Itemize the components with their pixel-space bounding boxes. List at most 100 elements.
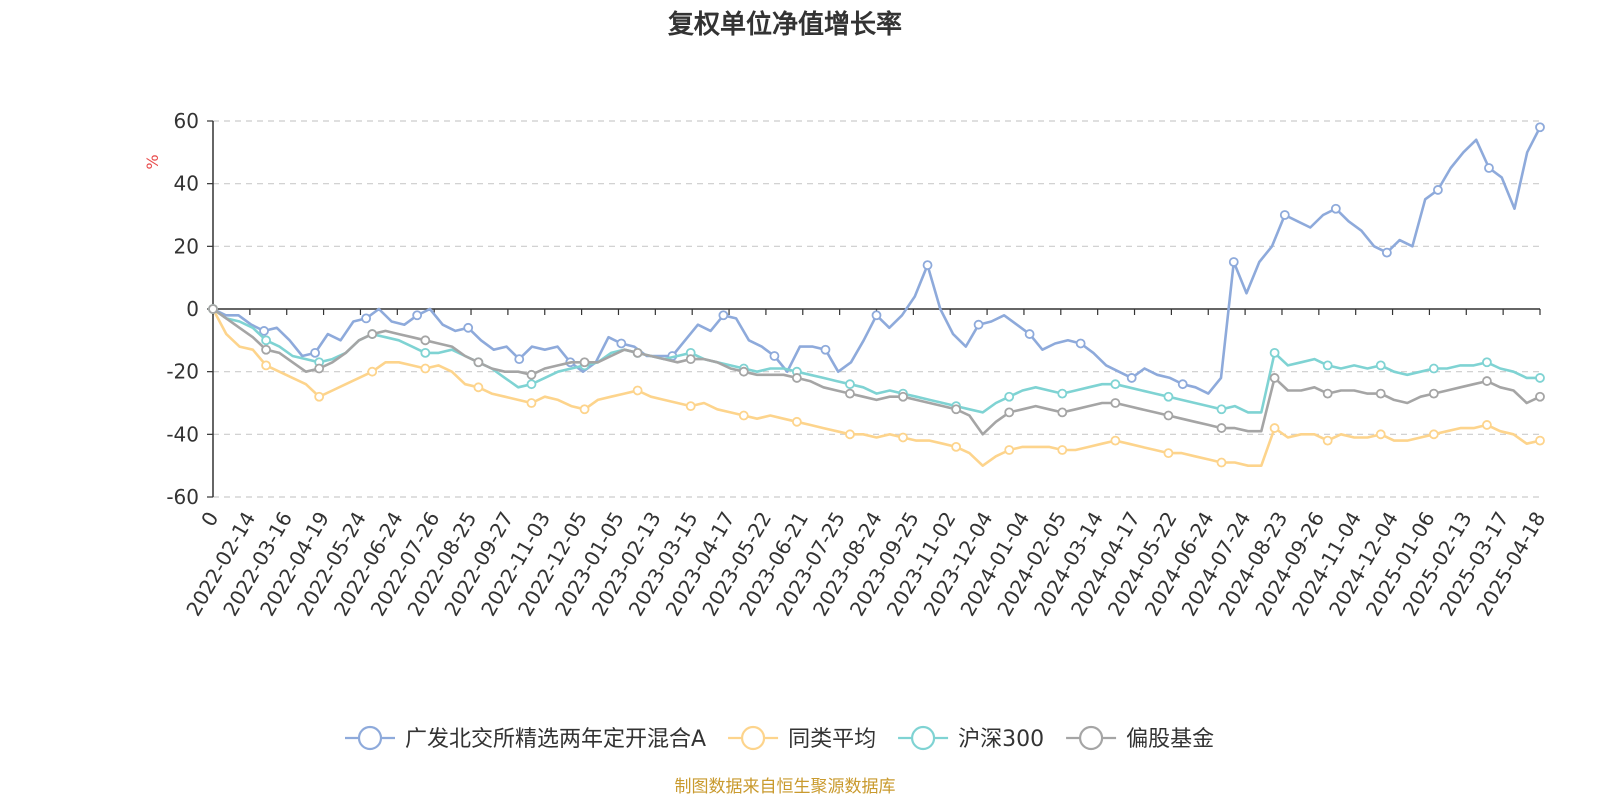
legend-marker bbox=[910, 725, 936, 751]
data-point bbox=[1375, 429, 1386, 440]
data-point bbox=[1004, 391, 1015, 402]
data-point bbox=[261, 360, 271, 371]
data-point bbox=[1279, 210, 1290, 220]
data-point bbox=[1269, 423, 1280, 433]
data-point bbox=[367, 366, 378, 377]
data-point bbox=[1428, 429, 1439, 440]
data-point bbox=[1110, 435, 1121, 446]
data-point bbox=[526, 379, 537, 390]
x-tick-label: 0 bbox=[196, 508, 223, 531]
data-point bbox=[1004, 407, 1015, 418]
y-tick-label: 40 bbox=[174, 172, 199, 196]
data-point bbox=[1482, 420, 1492, 430]
data-point bbox=[1330, 203, 1341, 214]
data-point bbox=[791, 416, 802, 427]
data-point bbox=[738, 366, 749, 377]
data-point bbox=[1163, 391, 1174, 402]
data-point bbox=[1228, 257, 1239, 267]
data-point bbox=[1484, 163, 1494, 173]
y-tick-label: 0 bbox=[186, 297, 199, 321]
data-point bbox=[1482, 376, 1492, 386]
data-point bbox=[718, 310, 729, 321]
data-point bbox=[1433, 185, 1443, 195]
data-point bbox=[1535, 435, 1545, 446]
legend-marker bbox=[740, 725, 766, 751]
series-lines bbox=[208, 122, 1545, 468]
data-point bbox=[632, 347, 643, 358]
y-axis-unit: % bbox=[143, 154, 162, 169]
legend-item-0[interactable]: 广发北交所精选两年定开混合A bbox=[345, 725, 706, 752]
data-point bbox=[1110, 379, 1121, 390]
legend-item-1[interactable]: 同类平均 bbox=[728, 725, 876, 752]
series-line-3 bbox=[212, 307, 1541, 436]
data-point bbox=[1177, 379, 1188, 390]
data-point bbox=[898, 391, 908, 402]
data-point bbox=[1269, 373, 1280, 383]
legend: 广发北交所精选两年定开混合A 同类平均 沪深300 偏股基金 bbox=[345, 725, 1214, 752]
legend-label: 广发北交所精选两年定开混合A bbox=[405, 727, 706, 752]
data-point bbox=[1269, 347, 1280, 358]
chart-title: 复权单位净值增长率 bbox=[668, 9, 902, 40]
data-point bbox=[1075, 338, 1086, 349]
data-point bbox=[1057, 407, 1068, 418]
data-point bbox=[514, 354, 525, 365]
data-point bbox=[616, 338, 627, 349]
data-point bbox=[420, 363, 431, 374]
legend-item-2[interactable]: 沪深300 bbox=[898, 725, 1044, 752]
data-point bbox=[1216, 457, 1227, 468]
data-point bbox=[1381, 247, 1392, 258]
data-point bbox=[951, 441, 962, 452]
legend-marker bbox=[1078, 725, 1104, 751]
data-point bbox=[310, 347, 320, 358]
legend-label: 偏股基金 bbox=[1126, 727, 1214, 752]
data-point bbox=[463, 322, 474, 333]
data-point bbox=[259, 326, 269, 336]
data-point bbox=[526, 398, 537, 408]
series-line-0 bbox=[212, 126, 1542, 395]
axes: -60-40-20020406002022-02-142022-03-16202… bbox=[166, 109, 1550, 620]
data-point bbox=[1216, 404, 1227, 415]
data-point bbox=[898, 432, 908, 443]
data-point bbox=[208, 304, 218, 314]
data-point bbox=[922, 260, 933, 271]
data-point bbox=[1110, 398, 1121, 408]
data-point bbox=[261, 335, 271, 346]
data-point bbox=[1535, 391, 1545, 402]
series-line-2 bbox=[212, 307, 1540, 414]
y-tick-label: -60 bbox=[166, 485, 199, 509]
data-point bbox=[314, 363, 325, 374]
data-point bbox=[473, 357, 484, 368]
y-tick-label: -20 bbox=[166, 360, 199, 384]
legend-item-3[interactable]: 偏股基金 bbox=[1066, 725, 1214, 752]
legend-label: 沪深300 bbox=[958, 727, 1044, 752]
data-point bbox=[820, 344, 831, 355]
data-point bbox=[579, 404, 590, 415]
data-point bbox=[951, 404, 962, 415]
data-point bbox=[845, 429, 855, 440]
source-note: 制图数据来自恒生聚源数据库 bbox=[675, 777, 896, 797]
data-point bbox=[1482, 357, 1492, 368]
data-point bbox=[1535, 373, 1545, 383]
data-point bbox=[845, 388, 855, 399]
data-point bbox=[738, 410, 749, 421]
data-point bbox=[1024, 329, 1035, 339]
data-point bbox=[1428, 363, 1439, 374]
data-point bbox=[1375, 388, 1386, 399]
legend-marker bbox=[357, 725, 383, 751]
data-point bbox=[1163, 410, 1174, 421]
data-point bbox=[361, 313, 372, 324]
data-point bbox=[685, 401, 696, 412]
data-point bbox=[261, 344, 271, 355]
data-point bbox=[420, 347, 431, 358]
data-point bbox=[871, 310, 882, 321]
y-tick-label: 60 bbox=[174, 109, 199, 133]
y-tick-label: 20 bbox=[174, 234, 199, 258]
data-point bbox=[1375, 360, 1386, 371]
data-point bbox=[1216, 423, 1227, 433]
data-point bbox=[412, 310, 423, 321]
data-point bbox=[845, 379, 855, 390]
data-point bbox=[1126, 373, 1137, 383]
data-point bbox=[473, 382, 484, 393]
